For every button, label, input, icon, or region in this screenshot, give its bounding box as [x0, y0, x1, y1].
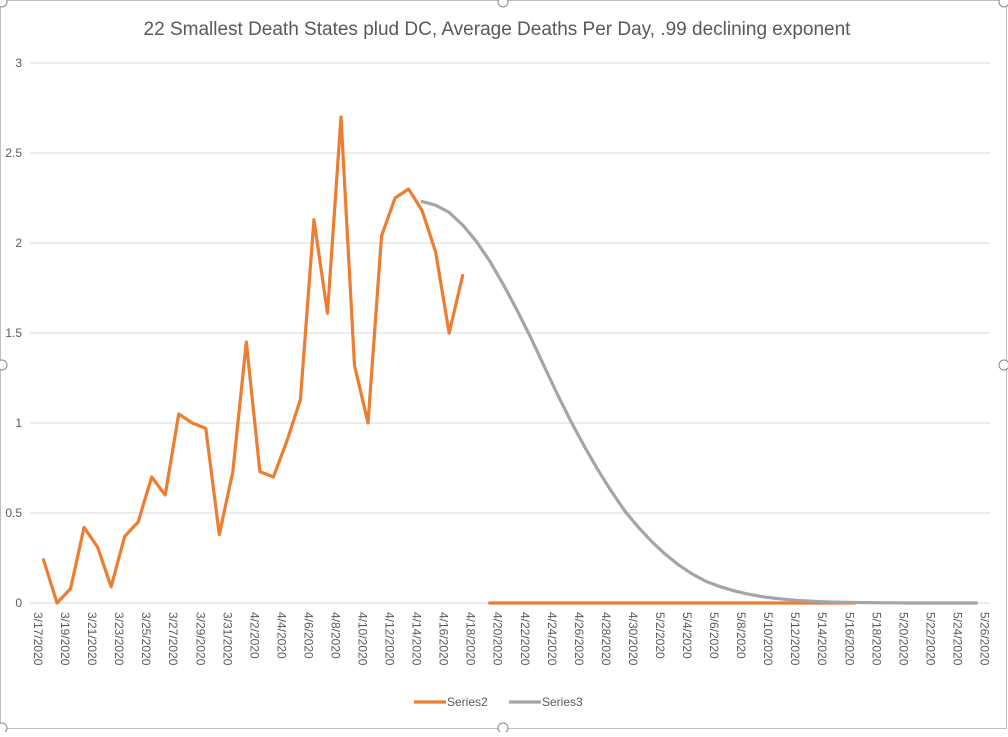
y-tick-label: 2.5: [5, 146, 22, 160]
x-tick-label: 4/30/2020: [626, 612, 640, 666]
resize-handle-top-right[interactable]: [998, 0, 1008, 8]
x-tick-label: 3/19/2020: [58, 612, 72, 666]
x-tick-label: 3/27/2020: [166, 612, 180, 666]
x-tick-label: 5/14/2020: [815, 612, 829, 666]
resize-handle-middle-right[interactable]: [998, 359, 1008, 371]
x-tick-label: 4/6/2020: [301, 612, 315, 659]
x-tick-label: 4/28/2020: [599, 612, 613, 666]
x-tick-label: 4/24/2020: [545, 612, 559, 666]
x-axis-tick-labels: 3/17/2020 3/19/2020 3/21/2020 3/23/2020 3/25…: [31, 612, 991, 666]
x-tick-label: 3/31/2020: [220, 612, 234, 666]
resize-handle-middle-left[interactable]: [0, 359, 8, 371]
resize-handle-bottom-middle[interactable]: [497, 722, 509, 734]
x-tick-label: 5/18/2020: [869, 612, 883, 666]
resize-handle-top-middle[interactable]: [497, 0, 509, 8]
x-tick-label: 5/24/2020: [950, 612, 964, 666]
y-tick-label: 0.5: [5, 506, 22, 520]
y-tick-label: 1: [15, 416, 22, 430]
series-line-series3[interactable]: [420, 200, 979, 605]
x-tick-label: 3/29/2020: [193, 612, 207, 666]
x-tick-label: 4/12/2020: [383, 612, 397, 666]
y-tick-label: 0: [15, 596, 22, 610]
y-tick-label: 1.5: [5, 326, 22, 340]
x-tick-label: 3/25/2020: [139, 612, 153, 666]
legend-label: Series2: [447, 695, 488, 709]
series-line-series2[interactable]: [41, 115, 465, 605]
x-tick-label: 4/26/2020: [572, 612, 586, 666]
x-tick-label: 5/26/2020: [977, 612, 991, 666]
x-tick-label: 5/12/2020: [788, 612, 802, 666]
legend-entry-series2[interactable]: Series2: [414, 695, 488, 709]
x-tick-label: 5/6/2020: [707, 612, 721, 659]
x-tick-label: 4/22/2020: [518, 612, 532, 666]
x-tick-label: 4/14/2020: [410, 612, 424, 666]
y-tick-label: 2: [15, 236, 22, 250]
chart-title: 22 Smallest Death States plud DC, Averag…: [144, 19, 852, 40]
y-tick-label: 3: [15, 56, 22, 70]
x-tick-label: 4/18/2020: [464, 612, 478, 666]
x-tick-label: 5/20/2020: [896, 612, 910, 666]
x-tick-label: 3/23/2020: [112, 612, 126, 666]
x-tick-label: 5/4/2020: [680, 612, 694, 659]
plot-area-series: [41, 115, 979, 605]
legend-label: Series3: [542, 695, 583, 709]
x-tick-label: 5/10/2020: [761, 612, 775, 666]
x-tick-label: 4/10/2020: [356, 612, 370, 666]
x-tick-label: 4/16/2020: [437, 612, 451, 666]
legend[interactable]: Series2 Series3: [414, 695, 583, 709]
x-tick-label: 3/21/2020: [85, 612, 99, 666]
x-tick-label: 3/17/2020: [31, 612, 45, 666]
resize-handle-top-left[interactable]: [0, 0, 8, 8]
x-tick-label: 5/2/2020: [653, 612, 667, 659]
legend-entry-series3[interactable]: Series3: [509, 695, 583, 709]
x-tick-label: 5/8/2020: [734, 612, 748, 659]
x-tick-label: 4/20/2020: [491, 612, 505, 666]
x-tick-label: 5/22/2020: [923, 612, 937, 666]
x-tick-label: 5/16/2020: [842, 612, 856, 666]
x-tick-label: 4/8/2020: [328, 612, 342, 659]
y-axis-tick-labels: 0 0.5 1 1.5 2 2.5 3: [5, 56, 22, 610]
x-tick-label: 4/2/2020: [247, 612, 261, 659]
x-tick-label: 4/4/2020: [274, 612, 288, 659]
resize-handle-bottom-left[interactable]: [0, 722, 8, 734]
